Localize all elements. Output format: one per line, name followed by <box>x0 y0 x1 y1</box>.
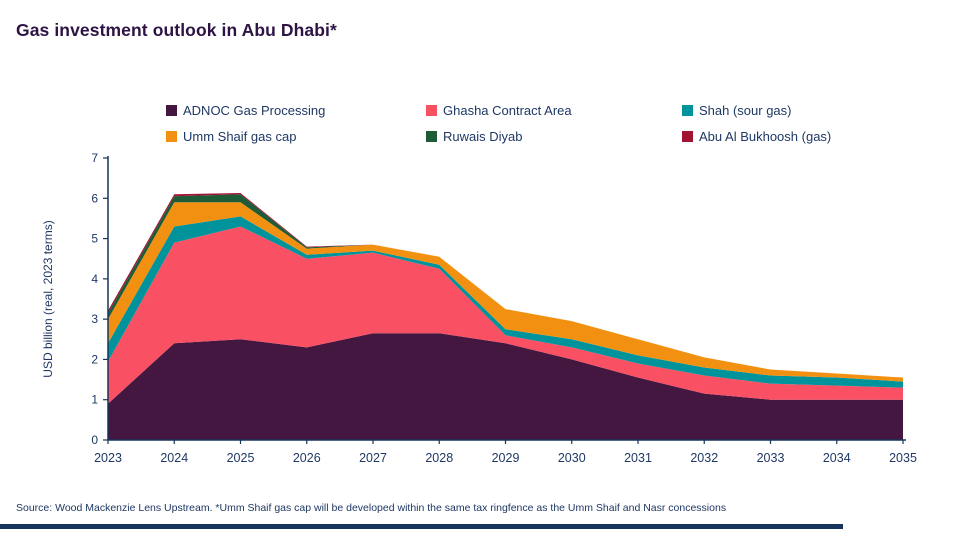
area-shah-sour-gas <box>108 216 903 388</box>
chart-areas <box>108 193 903 440</box>
x-tick-label: 2032 <box>690 451 718 465</box>
legend-swatch-umm-shaif-gas-cap <box>166 131 177 142</box>
legend-label: Shah (sour gas) <box>699 103 792 118</box>
x-tick-label: 2035 <box>889 451 917 465</box>
x-tick-label: 2026 <box>293 451 321 465</box>
y-tick-label: 1 <box>91 393 98 407</box>
legend-swatch-adnoc-gas-processing <box>166 105 177 116</box>
stacked-area-chart: 0 1 2 3 4 5 6 7 2023 2024 2025 2026 2027 2028 2029 2030… <box>41 151 917 465</box>
legend-item-shah-sour-gas: Shah (sour gas) <box>682 103 902 118</box>
source-note: Source: Wood Mackenzie Lens Upstream. *U… <box>16 502 727 514</box>
legend-label: Abu Al Bukhoosh (gas) <box>699 129 832 144</box>
x-tick-label: 2029 <box>492 451 520 465</box>
chart-axis-labels: 0 1 2 3 4 5 6 7 2023 2024 2025 2026 2027 2028 2029 2030… <box>91 151 917 465</box>
x-tick-label: 2034 <box>823 451 851 465</box>
legend-item-abu-al-bukhoosh-gas: Abu Al Bukhoosh (gas) <box>682 129 902 144</box>
area-adnoc-gas-processing <box>108 333 903 440</box>
x-tick-label: 2023 <box>94 451 122 465</box>
footer-accent-bar <box>0 524 843 529</box>
x-tick-label: 2028 <box>425 451 453 465</box>
legend-swatch-abu-al-bukhoosh-gas <box>682 131 693 142</box>
x-tick-label: 2030 <box>558 451 586 465</box>
legend-item-ruwais-diyab: Ruwais Diyab <box>426 129 682 144</box>
legend-swatch-ghasha-contract-area <box>426 105 437 116</box>
x-tick-label: 2024 <box>160 451 188 465</box>
legend-swatch-shah-sour-gas <box>682 105 693 116</box>
y-tick-label: 3 <box>91 312 98 326</box>
chart-legend: ADNOC Gas Processing Ghasha Contract Area… <box>166 103 906 144</box>
chart-axes <box>103 156 906 444</box>
y-tick-label: 0 <box>91 433 98 447</box>
legend-item-ghasha-contract-area: Ghasha Contract Area <box>426 103 682 118</box>
x-tick-label: 2027 <box>359 451 387 465</box>
legend-label: ADNOC Gas Processing <box>183 103 326 118</box>
page-title: Gas investment outlook in Abu Dhabi* <box>16 20 337 40</box>
y-axis-title: USD billion (real, 2023 terms) <box>41 220 55 377</box>
x-tick-label: 2031 <box>624 451 652 465</box>
area-umm-shaif-gas-cap <box>108 202 903 382</box>
y-tick-label: 7 <box>91 151 98 165</box>
area-ghasha-contract-area <box>108 226 903 404</box>
y-tick-label: 6 <box>91 191 98 205</box>
y-tick-label: 4 <box>91 272 98 286</box>
legend-swatch-ruwais-diyab <box>426 131 437 142</box>
legend-item-umm-shaif-gas-cap: Umm Shaif gas cap <box>166 129 426 144</box>
legend-item-adnoc-gas-processing: ADNOC Gas Processing <box>166 103 426 118</box>
legend-label: Ruwais Diyab <box>443 129 523 144</box>
x-tick-label: 2025 <box>227 451 255 465</box>
y-tick-label: 2 <box>91 352 98 366</box>
legend-label: Umm Shaif gas cap <box>183 129 297 144</box>
legend-label: Ghasha Contract Area <box>443 103 572 118</box>
y-tick-label: 5 <box>91 232 98 246</box>
x-tick-label: 2033 <box>757 451 785 465</box>
